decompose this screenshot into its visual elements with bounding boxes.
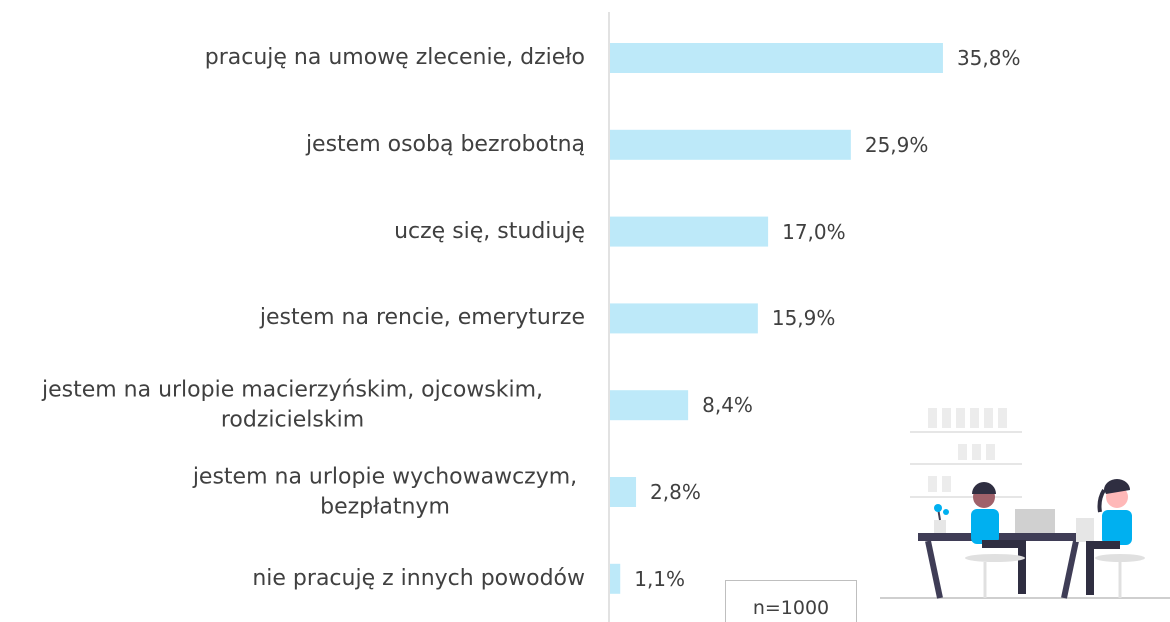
category-label-text: uczę się, studiuję — [394, 217, 585, 247]
bar — [610, 43, 943, 73]
value-label: 35,8% — [957, 46, 1021, 70]
value-label-text: 1,1% — [634, 567, 685, 591]
bar — [610, 564, 620, 594]
category-label: pracuję na umowę zlecenie, dzieło — [205, 43, 585, 73]
value-label: 15,9% — [772, 306, 836, 330]
category-label-text: nie pracuję z innych powodów — [252, 564, 585, 594]
value-label: 17,0% — [782, 220, 846, 244]
value-label-text: 25,9% — [865, 133, 929, 157]
category-label: jestem na urlopie macierzyńskim, ojcowsk… — [0, 376, 585, 435]
chart: n=1000 pracuję na umowę zlecenie, dzieło… — [0, 0, 1170, 622]
category-label: jestem na urlopie wychowawczym, bezpłatn… — [185, 462, 585, 521]
value-label: 25,9% — [865, 133, 929, 157]
bar — [610, 303, 758, 333]
illustration — [880, 408, 1170, 598]
category-label-text: jestem osobą bezrobotną — [306, 130, 585, 160]
category-label-text: jestem na urlopie wychowawczym, bezpłatn… — [185, 462, 585, 521]
value-label-text: 17,0% — [782, 220, 846, 244]
value-label-text: 2,8% — [650, 480, 701, 504]
plot — [0, 0, 1170, 622]
sample-size-note: n=1000 — [725, 580, 857, 622]
category-label: nie pracuję z innych powodów — [252, 564, 585, 594]
category-label: jestem na rencie, emeryturze — [260, 304, 585, 334]
value-label: 8,4% — [702, 393, 753, 417]
category-label: uczę się, studiuję — [394, 217, 585, 247]
value-label: 1,1% — [634, 567, 685, 591]
value-label-text: 8,4% — [702, 393, 753, 417]
category-label-text: jestem na rencie, emeryturze — [260, 304, 585, 334]
bar — [610, 130, 851, 160]
category-label-text: pracuję na umowę zlecenie, dzieło — [205, 43, 585, 73]
bar — [610, 477, 636, 507]
value-label-text: 15,9% — [772, 306, 836, 330]
category-label-text: jestem na urlopie macierzyńskim, ojcowsk… — [0, 376, 585, 435]
bar — [610, 217, 768, 247]
value-label-text: 35,8% — [957, 46, 1021, 70]
category-label: jestem osobą bezrobotną — [306, 130, 585, 160]
bar — [610, 390, 688, 420]
value-label: 2,8% — [650, 480, 701, 504]
